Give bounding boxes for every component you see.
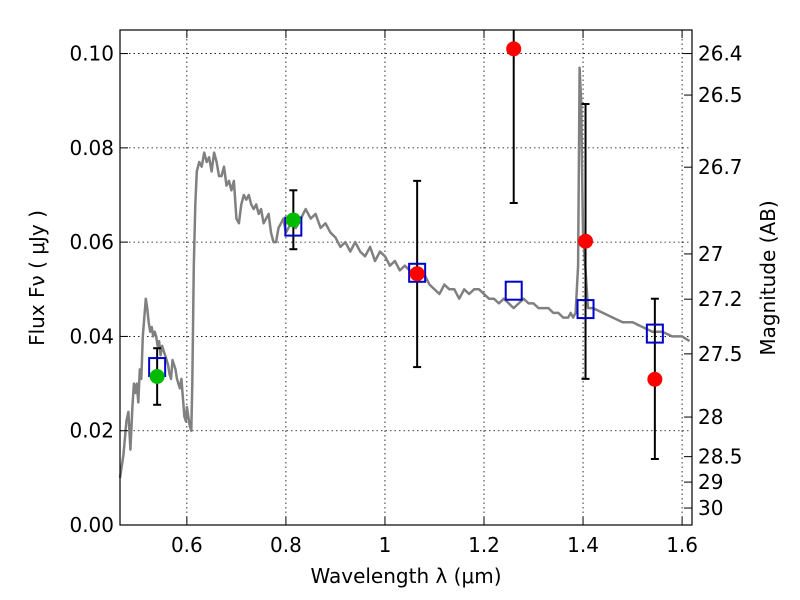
detection-point — [149, 369, 165, 384]
model-photometry-square — [576, 299, 595, 320]
magnitude-tick-label: 28.5 — [698, 445, 743, 469]
x-axis-title: Wavelength λ (μm) — [310, 564, 501, 588]
model-sed-layer — [118, 66, 691, 479]
magnitude-tick-label: 26.7 — [698, 155, 743, 179]
x-tick-label: 0.6 — [171, 533, 203, 557]
magnitude-tick-label: 27 — [698, 242, 723, 266]
y-tick-label: 0.04 — [69, 324, 114, 348]
x-tick-label: 1.2 — [468, 533, 500, 557]
plot-frame — [119, 29, 693, 526]
magnitude-tick-label: 26.4 — [698, 42, 743, 66]
model-sed-line — [118, 66, 691, 479]
x-tick-label: 0.8 — [270, 533, 302, 557]
y-tick-label: 0.06 — [69, 230, 114, 254]
grid-lines — [120, 30, 692, 525]
red-data-point — [647, 371, 663, 387]
red-data-point — [578, 233, 594, 249]
model-photometry-square — [504, 280, 523, 301]
detection-point — [285, 212, 301, 228]
red-data-point — [409, 266, 425, 282]
x-tick-label: 1.6 — [666, 533, 698, 557]
model-photometry-square — [645, 323, 664, 344]
y-tick-label: 0.02 — [69, 419, 114, 443]
axis-ticks: 0.6 0.8 1 1.2 1.4 1.6 0.00 0.02 0.04 0.06 0.08 0.10… — [69, 30, 743, 557]
y-tick-label: 0.08 — [69, 136, 114, 160]
y-tick-label: 0.00 — [69, 513, 114, 537]
magnitude-tick-label: 28 — [698, 405, 723, 429]
data-markers-layer — [148, 41, 664, 387]
x-tick-label: 1.4 — [567, 533, 599, 557]
magnitude-tick-label: 29 — [698, 470, 723, 494]
red-data-point — [506, 41, 522, 57]
magnitude-tick-label: 26.5 — [698, 83, 743, 107]
magnitude-axis-title: Magnitude (AB) — [756, 200, 780, 355]
y-axis-title: Flux Fν ( μJy ) — [25, 210, 49, 346]
x-tick-label: 1 — [379, 533, 392, 557]
y-tick-label: 0.10 — [69, 42, 114, 66]
magnitude-tick-label: 27.2 — [698, 287, 743, 311]
magnitude-tick-label: 30 — [698, 496, 723, 520]
magnitude-tick-label: 27.5 — [698, 342, 743, 366]
model-photometry-square — [408, 262, 427, 283]
